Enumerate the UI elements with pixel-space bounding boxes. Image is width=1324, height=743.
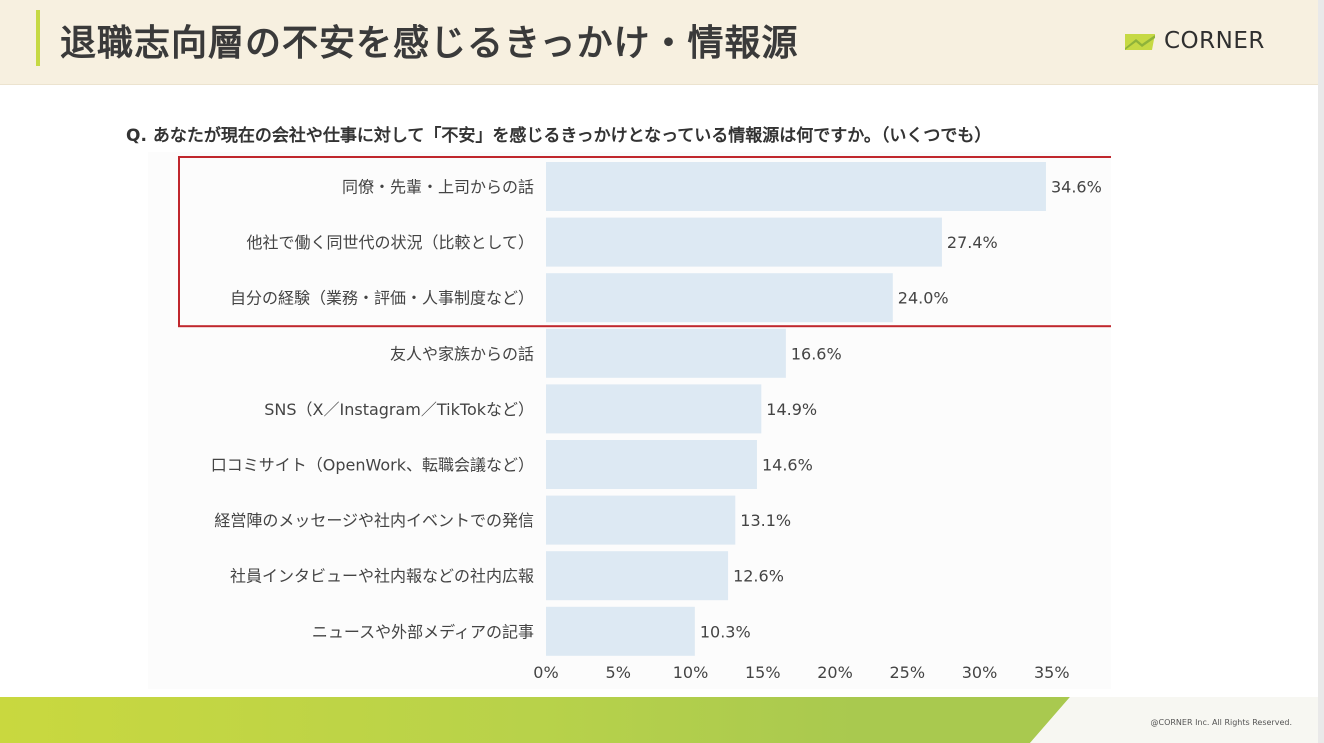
value-label-5: 14.6% <box>762 456 813 475</box>
value-label-4: 14.9% <box>766 400 817 419</box>
value-label-7: 12.6% <box>733 567 784 586</box>
bar-5 <box>546 440 757 489</box>
category-label-2: 自分の経験（業務・評価・人事制度など） <box>230 289 534 308</box>
category-label-8: ニュースや外部メディアの記事 <box>312 622 534 641</box>
bar-8 <box>546 606 695 656</box>
category-label-3: 友人や家族からの話 <box>390 344 534 363</box>
value-label-8: 10.3% <box>700 622 751 641</box>
value-label-1: 27.4% <box>947 233 998 252</box>
question-text: Q. あなたが現在の会社や仕事に対して「不安」を感じるきっかけとなっている情報源… <box>126 126 992 146</box>
x-tick-label-0: 0% <box>533 663 558 682</box>
x-tick-label-7: 35% <box>1034 663 1070 682</box>
chart-panel: 同僚・先輩・上司からの話 34.6% 他社で働く同世代の状況（比較として） 27.4%… <box>148 152 1111 689</box>
bar-4 <box>546 384 762 434</box>
category-label-5: 口コミサイト（OpenWork、転職会議など） <box>211 456 534 475</box>
copyright-text: @CORNER Inc. All Rights Reserved. <box>1150 718 1292 727</box>
bar-0 <box>546 162 1046 211</box>
header-bar: 退職志向層の不安を感じるきっかけ・情報源 CORNER <box>0 0 1324 85</box>
footer-band <box>0 697 1324 743</box>
x-tick-label-5: 25% <box>889 663 925 682</box>
right-edge <box>1318 0 1324 743</box>
bar-3 <box>546 328 786 378</box>
category-label-7: 社員インタビューや社内報などの社内広報 <box>230 567 534 586</box>
bar-1 <box>546 217 942 267</box>
value-label-2: 24.0% <box>898 289 949 308</box>
corner-logo: CORNER <box>1122 28 1292 58</box>
category-label-6: 経営陣のメッセージや社内イベントでの発信 <box>214 511 534 530</box>
page-title: 退職志向層の不安を感じるきっかけ・情報源 <box>60 23 799 64</box>
header-accent-bar <box>36 10 40 66</box>
x-tick-label-4: 20% <box>817 663 853 682</box>
bar-chart: 同僚・先輩・上司からの話 34.6% 他社で働く同世代の状況（比較として） 27.4%… <box>178 156 1111 682</box>
category-label-0: 同僚・先輩・上司からの話 <box>342 178 534 197</box>
x-tick-label-3: 15% <box>745 663 781 682</box>
bar-2 <box>546 273 893 323</box>
logo-text: CORNER <box>1164 28 1265 54</box>
value-label-0: 34.6% <box>1051 178 1102 197</box>
x-tick-label-1: 5% <box>606 663 631 682</box>
category-label-4: SNS（X／Instagram／TikTokなど） <box>264 400 534 419</box>
highlight-box <box>178 156 1111 328</box>
bar-7 <box>546 551 729 601</box>
value-label-3: 16.6% <box>791 344 842 363</box>
x-tick-label-6: 30% <box>962 663 998 682</box>
x-tick-label-2: 10% <box>673 663 709 682</box>
bar-6 <box>546 495 736 545</box>
corner-logo-icon <box>1125 34 1155 50</box>
value-label-6: 13.1% <box>740 511 791 530</box>
category-label-1: 他社で働く同世代の状況（比較として） <box>246 233 534 252</box>
